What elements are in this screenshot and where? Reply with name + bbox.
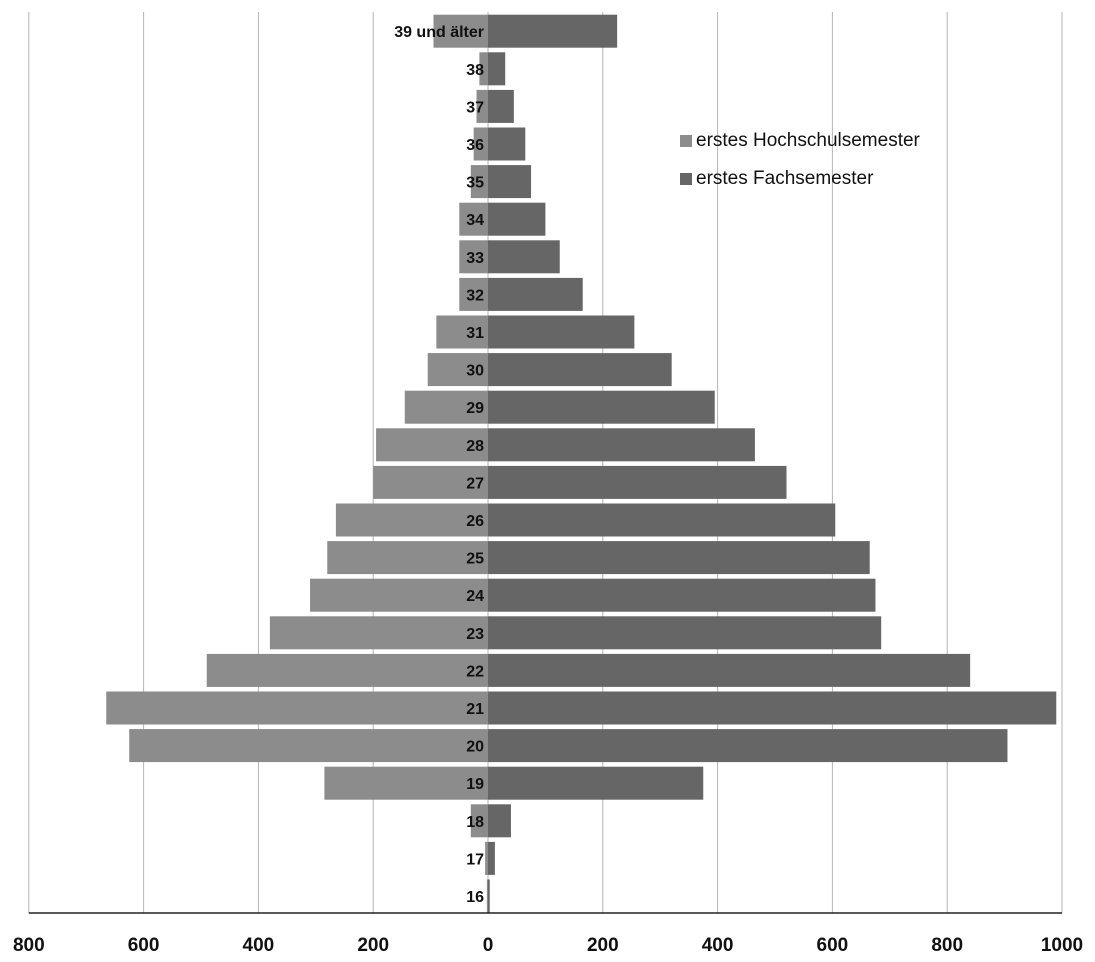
category-label: 25: [466, 551, 484, 568]
bar-hochschulsemester: [485, 841, 488, 875]
bar-hochschulsemester: [376, 428, 488, 462]
bar-fachsemester: [488, 766, 704, 800]
category-label: 28: [466, 438, 484, 455]
bar-hochschulsemester: [470, 165, 488, 199]
legend-swatch-fachsemester: [680, 173, 692, 185]
x-tick-label: 600: [817, 935, 849, 956]
bar-hochschulsemester: [324, 766, 488, 800]
category-label: 29: [466, 400, 484, 417]
category-label: 19: [466, 776, 484, 793]
category-label: 35: [466, 175, 484, 192]
bar-fachsemester: [488, 14, 618, 48]
bar-fachsemester: [488, 841, 495, 875]
bar-hochschulsemester: [470, 804, 488, 838]
bar-hochschulsemester: [310, 578, 488, 612]
bar-fachsemester: [488, 277, 583, 311]
category-label: 24: [466, 588, 484, 605]
category-label: 39 und älter: [394, 24, 484, 41]
bar-fachsemester: [488, 503, 836, 537]
x-tick-label: 200: [587, 935, 619, 956]
bar-fachsemester: [488, 428, 755, 462]
category-label: 30: [466, 363, 484, 380]
category-label: 32: [466, 287, 484, 304]
bar-hochschulsemester: [479, 52, 488, 86]
bar-hochschulsemester: [433, 14, 488, 48]
bar-fachsemester: [488, 390, 715, 424]
x-tick-label: 1000: [1041, 935, 1083, 956]
bar-fachsemester: [488, 240, 560, 274]
category-label: 37: [466, 99, 484, 116]
legend-label-hochschulsemester: erstes Hochschulsemester: [696, 130, 920, 151]
bar-fachsemester: [488, 578, 876, 612]
bar-fachsemester: [488, 465, 787, 499]
gridlines: [28, 12, 1063, 913]
bar-fachsemester: [488, 879, 490, 913]
bar-hochschulsemester: [459, 202, 488, 236]
bar-fachsemester: [488, 804, 511, 838]
legend-item-fachsemester: erstes Fachsemester: [680, 160, 920, 198]
x-tick-label: 400: [702, 935, 734, 956]
bar-fachsemester: [488, 616, 882, 650]
category-label: 23: [466, 626, 484, 643]
bar-fachsemester: [488, 89, 514, 123]
x-tick-labels: 800 600 400 200 0 200 400 600 800 1000: [13, 935, 1083, 956]
bar-hochschulsemester: [404, 390, 488, 424]
category-label: 18: [466, 814, 484, 831]
x-tick-label: 800: [13, 935, 45, 956]
category-label: 20: [466, 739, 484, 756]
category-label: 33: [466, 250, 484, 267]
bar-fachsemester: [488, 691, 1057, 725]
bar-hochschulsemester: [269, 616, 488, 650]
x-tick-label: 800: [931, 935, 963, 956]
category-label: 26: [466, 513, 484, 530]
bar-hochschulsemester: [473, 127, 488, 161]
bar-fachsemester: [488, 127, 526, 161]
bar-hochschulsemester: [106, 691, 488, 725]
bar-hochschulsemester: [335, 503, 488, 537]
bar-hochschulsemester: [206, 653, 489, 687]
bar-hochschulsemester: [436, 315, 488, 349]
legend-swatch-hochschulsemester: [680, 135, 692, 147]
x-tick-label: 400: [243, 935, 275, 956]
bar-hochschulsemester: [427, 353, 488, 387]
legend-item-hochschulsemester: erstes Hochschulsemester: [680, 122, 920, 160]
x-tick-label: 0: [483, 935, 494, 956]
legend-label-fachsemester: erstes Fachsemester: [696, 168, 874, 189]
bar-fachsemester: [488, 353, 672, 387]
category-label: 16: [466, 889, 484, 906]
category-label: 17: [466, 851, 484, 868]
legend: erstes Hochschulsemester erstes Fachseme…: [680, 122, 920, 198]
bar-hochschulsemester: [129, 729, 488, 763]
bar-hochschulsemester: [486, 879, 488, 913]
bar-fachsemester: [488, 729, 1008, 763]
category-label: 27: [466, 475, 484, 492]
x-tick-label: 600: [128, 935, 160, 956]
bar-fachsemester: [488, 165, 532, 199]
category-label: 31: [466, 325, 484, 342]
bar-hochschulsemester: [476, 89, 488, 123]
bar-fachsemester: [488, 202, 546, 236]
bar-hochschulsemester: [459, 277, 488, 311]
category-label: 22: [466, 663, 484, 680]
category-label: 36: [466, 137, 484, 154]
bar-hochschulsemester: [327, 541, 488, 575]
bar-hochschulsemester: [459, 240, 488, 274]
category-label: 21: [466, 701, 484, 718]
category-label: 38: [466, 62, 484, 79]
bar-hochschulsemester: [373, 465, 488, 499]
category-label: 34: [466, 212, 484, 229]
bar-fachsemester: [488, 653, 971, 687]
bar-fachsemester: [488, 52, 506, 86]
x-tick-label: 200: [357, 935, 389, 956]
bar-fachsemester: [488, 315, 635, 349]
bar-fachsemester: [488, 541, 870, 575]
category-labels: 16 17 18 19 20 21 22 23 24 25 26 27 28 29 30 31 32 33 34 35…: [394, 24, 484, 906]
bars: [106, 14, 1057, 913]
